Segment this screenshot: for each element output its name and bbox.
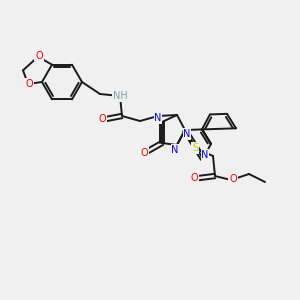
Text: N: N: [171, 145, 179, 155]
Text: O: O: [229, 174, 237, 184]
Text: O: O: [35, 51, 43, 61]
Text: NH: NH: [112, 91, 128, 101]
Text: S: S: [192, 143, 198, 153]
Text: O: O: [25, 79, 33, 89]
Text: O: O: [140, 148, 148, 158]
Text: O: O: [190, 173, 198, 183]
Text: N: N: [201, 150, 209, 160]
Text: O: O: [98, 114, 106, 124]
Text: N: N: [154, 113, 162, 123]
Text: N: N: [183, 129, 191, 139]
